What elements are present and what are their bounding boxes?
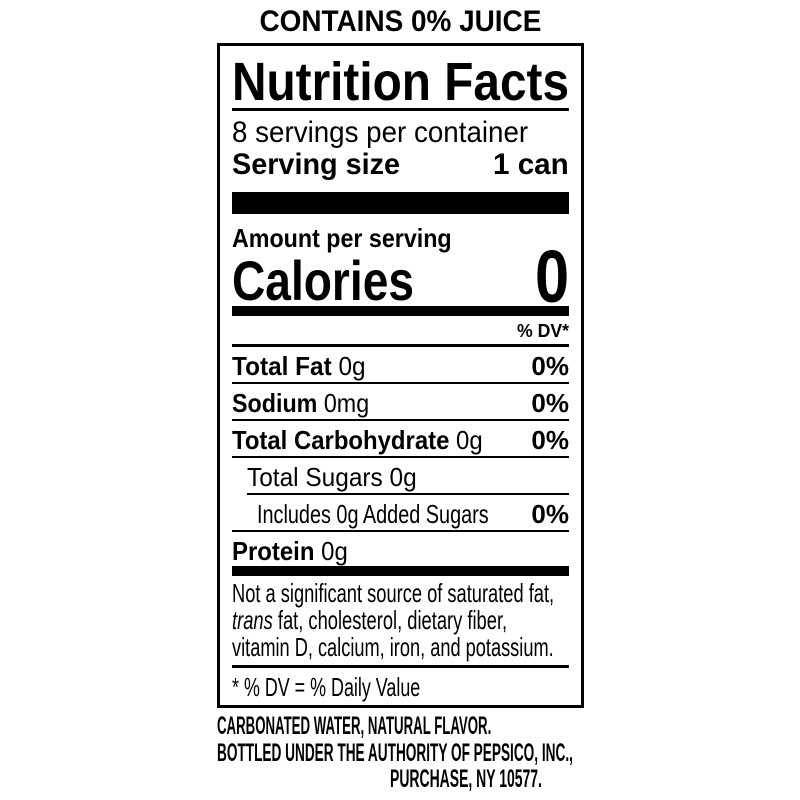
juice-content-header: CONTAINS 0% JUICE: [258, 5, 541, 38]
divider: [232, 108, 569, 111]
bottler-address: PURCHASE, NY 10577.: [390, 765, 542, 793]
servings-per-container: 8 servings per container: [232, 116, 529, 149]
nutrient-dv: 0%: [531, 351, 569, 381]
divider: [232, 456, 569, 458]
dv-header: % DV*: [516, 321, 569, 341]
nutrient-total-sugars: Total Sugars 0g: [247, 462, 417, 492]
divider: [232, 419, 569, 421]
divider: [232, 382, 569, 384]
nutrient-protein: Protein 0g: [232, 536, 348, 566]
panel-title: Nutrition Facts: [232, 52, 570, 112]
dv-note: * % DV = % Daily Value: [232, 672, 421, 702]
nutrient-total-fat: Total Fat 0g: [232, 351, 366, 381]
footnote-line: trans fat, cholesterol, dietary fiber,: [232, 605, 508, 635]
nutrient-dv: 0%: [531, 425, 569, 455]
divider: [232, 530, 569, 532]
calories-value: 0: [534, 235, 569, 318]
thick-divider: [232, 306, 569, 316]
bottler-statement: BOTTLED UNDER THE AUTHORITY OF PEPSICO, …: [217, 739, 573, 767]
thick-divider: [232, 566, 569, 576]
divider: [232, 344, 569, 347]
nutrient-added-sugars: Includes 0g Added Sugars: [257, 499, 489, 529]
divider: [247, 493, 569, 495]
nutrient-dv: 0%: [531, 388, 569, 418]
nutrient-dv: 0%: [531, 499, 569, 529]
amount-per-serving: Amount per serving: [232, 223, 452, 253]
nutrition-facts-panel: [217, 43, 584, 708]
thick-divider: [232, 192, 569, 214]
nutrient-total-carbohydrate: Total Carbohydrate 0g: [232, 425, 483, 455]
divider: [232, 665, 569, 668]
nutrient-sodium: Sodium 0mg: [232, 388, 370, 418]
serving-size-value: 1 can: [493, 148, 569, 181]
calories-label: Calories: [232, 249, 414, 312]
footnote-line: Not a significant source of saturated fa…: [232, 578, 555, 608]
ingredients: CARBONATED WATER, NATURAL FLAVOR.: [217, 712, 492, 740]
footnote-line: vitamin D, calcium, iron, and potassium.: [232, 632, 554, 662]
serving-size-label: Serving size: [232, 148, 401, 181]
